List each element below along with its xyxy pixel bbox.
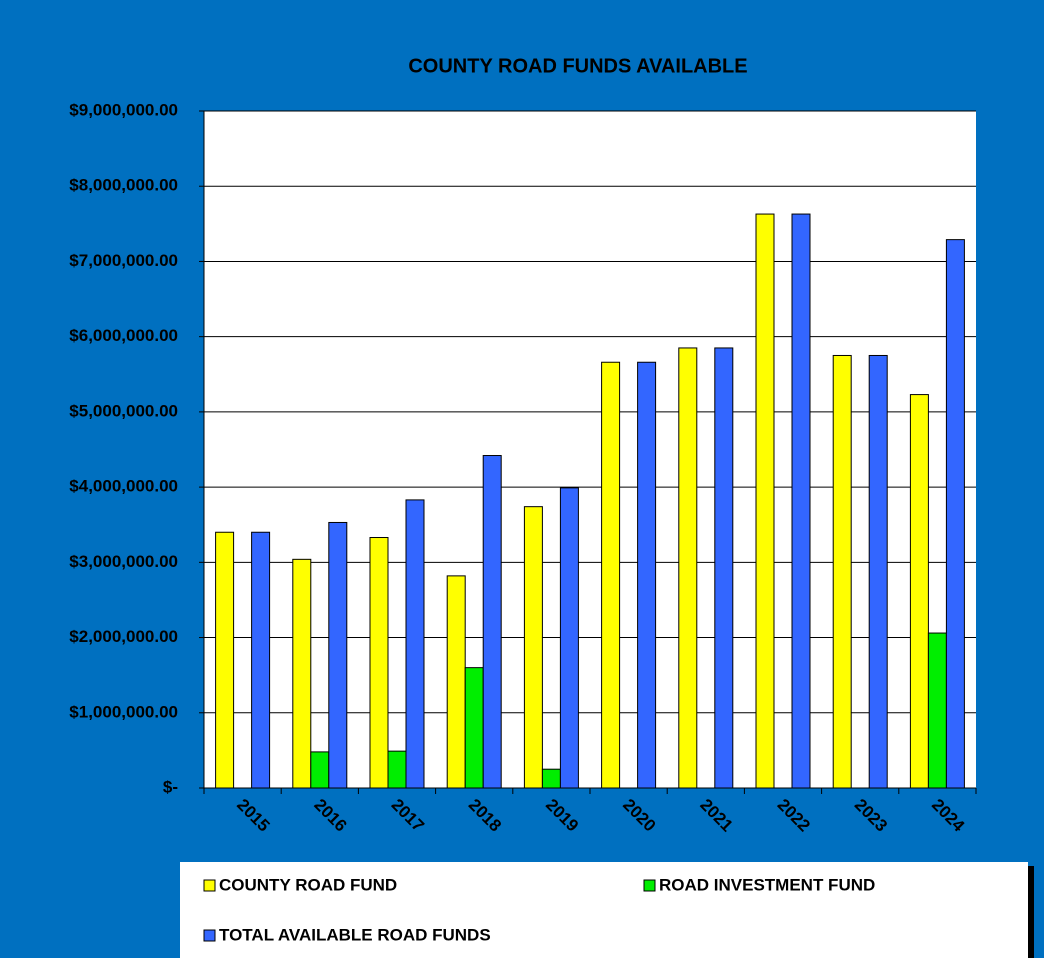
bar — [791, 213, 811, 789]
bar — [387, 750, 407, 789]
plot-area — [204, 111, 976, 788]
chart-title: COUNTY ROAD FUNDS AVAILABLE — [408, 55, 747, 77]
bar — [482, 455, 502, 789]
bar — [559, 487, 579, 789]
y-tick-label: $6,000,000.00 — [69, 326, 178, 345]
y-tick-label: $8,000,000.00 — [69, 176, 178, 195]
bar — [945, 239, 965, 789]
y-tick-label: $4,000,000.00 — [69, 477, 178, 496]
y-tick-label: $3,000,000.00 — [69, 552, 178, 571]
legend-label: TOTAL AVAILABLE ROAD FUNDS — [219, 925, 491, 944]
bar — [541, 768, 561, 789]
bar — [832, 354, 852, 789]
y-tick-label: $2,000,000.00 — [69, 627, 178, 646]
bar — [292, 558, 312, 789]
bar — [251, 531, 271, 789]
bar — [446, 575, 466, 789]
bar — [637, 361, 657, 789]
legend-label: ROAD INVESTMENT FUND — [659, 875, 875, 894]
bar — [601, 361, 621, 789]
bar — [755, 213, 775, 789]
bar — [215, 531, 235, 789]
legend-box — [180, 862, 1028, 958]
bar — [909, 394, 929, 789]
bar — [927, 632, 947, 789]
bar — [310, 751, 330, 789]
bar — [523, 506, 543, 789]
y-tick-label: $5,000,000.00 — [69, 401, 178, 420]
legend-swatch — [203, 879, 216, 892]
legend-swatch — [203, 929, 216, 942]
y-tick-label: $- — [163, 777, 178, 796]
bar — [369, 537, 389, 789]
bar — [328, 521, 348, 789]
bar — [678, 347, 698, 789]
bar — [868, 354, 888, 789]
y-tick-label: $9,000,000.00 — [69, 100, 178, 119]
bar — [405, 499, 425, 789]
bar — [464, 667, 484, 789]
legend-label: COUNTY ROAD FUND — [219, 875, 397, 894]
y-tick-label: $7,000,000.00 — [69, 251, 178, 270]
bar — [714, 347, 734, 789]
legend-swatch — [643, 879, 656, 892]
y-tick-label: $1,000,000.00 — [69, 702, 178, 721]
